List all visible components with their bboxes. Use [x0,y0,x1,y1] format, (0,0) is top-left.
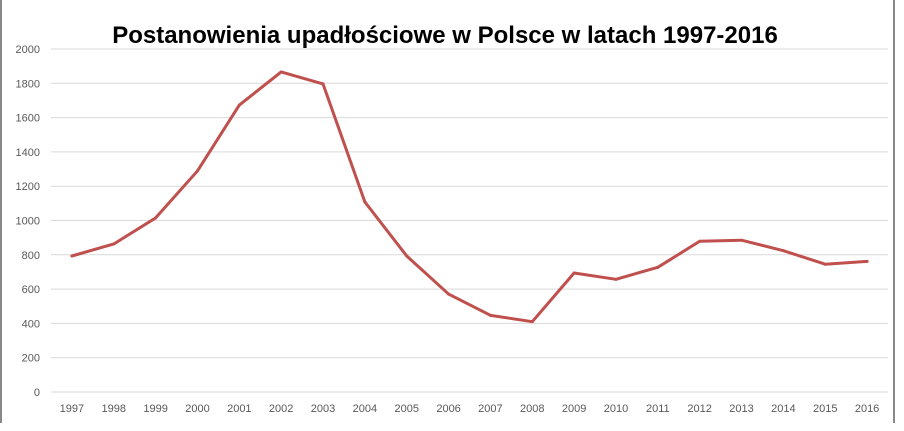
data-point [363,200,367,204]
x-tick-label: 2016 [855,403,879,415]
y-tick-label: 1800 [16,78,40,90]
y-tick-label: 600 [22,284,40,296]
x-tick-label: 1999 [143,403,167,415]
data-point [614,277,618,281]
data-point [698,239,702,243]
x-tick-label: 2000 [185,403,209,415]
y-tick-label: 0 [34,387,40,399]
x-tick-label: 2002 [269,403,293,415]
x-tick-label: 2004 [353,403,377,415]
chart-frame [0,0,895,423]
x-tick-label: 2009 [562,403,586,415]
x-tick-label: 2013 [729,403,753,415]
data-point [70,254,74,258]
y-tick-label: 1400 [16,147,40,159]
x-tick-label: 2008 [520,403,544,415]
data-point [865,259,869,263]
data-point [279,70,283,74]
x-tick-label: 2007 [478,403,502,415]
chart-title: Postanowienia upadłościowe w Polsce w la… [112,22,778,49]
data-point [321,82,325,86]
y-tick-label: 1600 [16,113,40,125]
y-tick-label: 400 [22,318,40,330]
data-point [656,265,660,269]
data-point [447,292,451,296]
data-point [572,271,576,275]
data-point [237,103,241,107]
y-tick-label: 1000 [16,216,40,228]
x-tick-label: 2012 [687,403,711,415]
x-tick-label: 1998 [102,403,126,415]
data-point [740,238,744,242]
x-tick-label: 2015 [813,403,837,415]
data-point [405,254,409,258]
x-tick-label: 2001 [227,403,251,415]
x-tick-label: 2006 [436,403,460,415]
series-line [70,70,869,324]
x-tick-label: 2003 [311,403,335,415]
y-tick-label: 200 [22,353,40,365]
data-point [112,242,116,246]
y-tick-label: 2000 [16,44,40,56]
x-tick-label: 2010 [604,403,628,415]
y-tick-label: 1200 [16,181,40,193]
x-tick-label: 2011 [646,403,670,415]
x-tick-label: 2014 [771,403,795,415]
x-tick-label: 1997 [60,403,84,415]
data-point [488,313,492,317]
data-point [195,169,199,173]
data-point [781,249,785,253]
data-point [530,320,534,324]
data-point [154,216,158,220]
y-tick-label: 800 [22,250,40,262]
x-tick-label: 2005 [394,403,418,415]
data-point [823,262,827,266]
